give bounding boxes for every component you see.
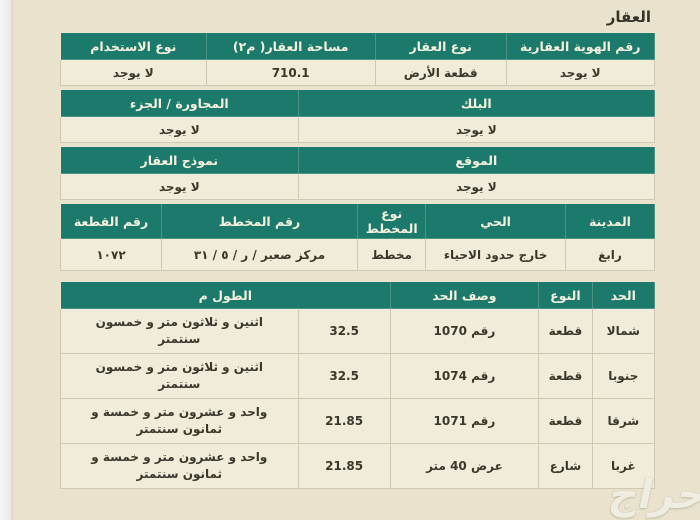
adjacency-part-header: المجاورة / الجزء: [60, 89, 299, 117]
location-table: الموقع نموذج العقار لا يوجد لا يوجد: [60, 146, 656, 200]
boundary-length-text-wrap: اثنين و ثلاثون متر و خمسون سنتمتر: [95, 315, 263, 346]
boundary-length-text-wrap: اثنين و ثلاثون متر و خمسون سنتمتر: [95, 360, 263, 391]
boundary-header: الحد: [591, 281, 656, 309]
boundaries-table: الحد النوع وصف الحد الطول م شمالا قطعة ر…: [60, 281, 656, 489]
plan-type-value: مخطط: [357, 238, 427, 271]
boundary-length-text: اثنين و ثلاثون متر و خمسون سنتمتر: [60, 308, 299, 354]
property-table-value-row: لا يوجد قطعة الأرض 710.1 لا يوجد: [60, 59, 655, 86]
block-table-header-row: البلك المجاورة / الجزء: [60, 89, 656, 117]
boundary-length-text: واحد و عشرون متر و خمسة و ثمانون سنتمتر: [60, 398, 299, 444]
block-value: لا يوجد: [297, 116, 656, 143]
boundary-description: رقم 1070: [389, 308, 540, 354]
boundary-description: رقم 1071: [389, 398, 540, 444]
boundary-type: شارع: [538, 443, 593, 489]
property-table-header-row: رقم الهوية العقارية نوع العقار مساحة الع…: [60, 32, 655, 60]
adjacency-part-value: لا يوجد: [60, 116, 299, 143]
boundary-row-west: غربا شارع عرض 40 متر 21.85 واحد و عشرون …: [60, 443, 656, 489]
location-value: لا يوجد: [297, 173, 656, 200]
city-value: رابغ: [564, 238, 656, 271]
boundary-name: جنوبا: [591, 353, 656, 399]
boundary-description: رقم 1074: [389, 353, 540, 399]
boundary-length-number: 21.85: [297, 443, 391, 489]
plan-table: المدينة الحي نوع المخطط رقم المخطط رقم ا…: [59, 203, 656, 271]
plan-number-header: رقم المخطط: [161, 203, 359, 239]
property-type-header: نوع العقار: [374, 32, 507, 60]
location-header: الموقع: [297, 146, 656, 174]
block-table-value-row: لا يوجد لا يوجد: [60, 116, 656, 143]
plan-table-value-row: رابغ خارج حدود الاحياء مخطط مركز صعبر / …: [59, 238, 656, 271]
district-header: الحي: [425, 203, 566, 239]
boundary-type: قطعة: [538, 353, 593, 399]
block-header: البلك: [297, 89, 656, 117]
photo-edge-tint: [11, 0, 15, 520]
plot-number-value: ١٠٧٢: [59, 238, 163, 271]
block-table: البلك المجاورة / الجزء لا يوجد لا يوجد: [60, 89, 656, 143]
boundary-type: قطعة: [538, 398, 593, 444]
plan-table-header-row: المدينة الحي نوع المخطط رقم المخطط رقم ا…: [59, 203, 656, 239]
boundary-length-number: 21.85: [297, 398, 391, 444]
property-id-header: رقم الهوية العقارية: [505, 32, 655, 60]
boundary-name: غربا: [591, 443, 656, 489]
boundaries-header-row: الحد النوع وصف الحد الطول م: [60, 281, 656, 309]
city-header: المدينة: [564, 203, 656, 239]
usage-type-value: لا يوجد: [60, 59, 207, 86]
property-model-value: لا يوجد: [60, 173, 299, 200]
page-title: العقار: [606, 8, 651, 26]
plan-type-header: نوع المخطط: [357, 203, 427, 239]
boundary-length-number: 32.5: [297, 353, 391, 399]
boundary-type: قطعة: [538, 308, 593, 354]
photo-edge-strip: [0, 0, 14, 520]
plan-number-value: مركز صعبر / ر / ٥ / ٣١: [161, 238, 359, 271]
document-content: العقار رقم الهوية العقارية نوع العقار مس…: [59, 8, 656, 489]
length-header: الطول م: [60, 281, 391, 309]
boundary-row-east: شرقا قطعة رقم 1071 21.85 واحد و عشرون مت…: [60, 398, 656, 444]
boundary-description-header: وصف الحد: [389, 281, 540, 309]
usage-type-header: نوع الاستخدام: [60, 32, 207, 60]
boundary-description: عرض 40 متر: [389, 443, 540, 489]
boundary-type-header: النوع: [538, 281, 593, 309]
boundary-length-text-wrap: واحد و عشرون متر و خمسة و ثمانون سنتمتر: [91, 450, 268, 481]
district-value: خارج حدود الاحياء: [425, 238, 566, 271]
property-area-value: 710.1: [205, 59, 376, 86]
plot-number-header: رقم القطعة: [59, 203, 163, 239]
property-id-value: لا يوجد: [505, 59, 655, 86]
property-table: رقم الهوية العقارية نوع العقار مساحة الع…: [60, 32, 655, 86]
boundary-length-text: اثنين و ثلاثون متر و خمسون سنتمتر: [60, 353, 299, 399]
boundary-length-number: 32.5: [297, 308, 391, 354]
boundary-row-north: شمالا قطعة رقم 1070 32.5 اثنين و ثلاثون …: [60, 308, 656, 354]
property-type-value: قطعة الأرض: [374, 59, 507, 86]
location-table-value-row: لا يوجد لا يوجد: [60, 173, 656, 200]
boundary-length-text-wrap: واحد و عشرون متر و خمسة و ثمانون سنتمتر: [91, 405, 268, 436]
boundary-name: شمالا: [591, 308, 656, 354]
boundary-name: شرقا: [591, 398, 656, 444]
boundary-length-text: واحد و عشرون متر و خمسة و ثمانون سنتمتر: [60, 443, 299, 489]
boundary-row-south: جنوبا قطعة رقم 1074 32.5 اثنين و ثلاثون …: [60, 353, 656, 399]
property-area-header: مساحة العقار( م٢): [205, 32, 376, 60]
property-model-header: نموذج العقار: [60, 146, 299, 174]
location-table-header-row: الموقع نموذج العقار: [60, 146, 656, 174]
haraj-watermark: حراج: [604, 472, 700, 518]
